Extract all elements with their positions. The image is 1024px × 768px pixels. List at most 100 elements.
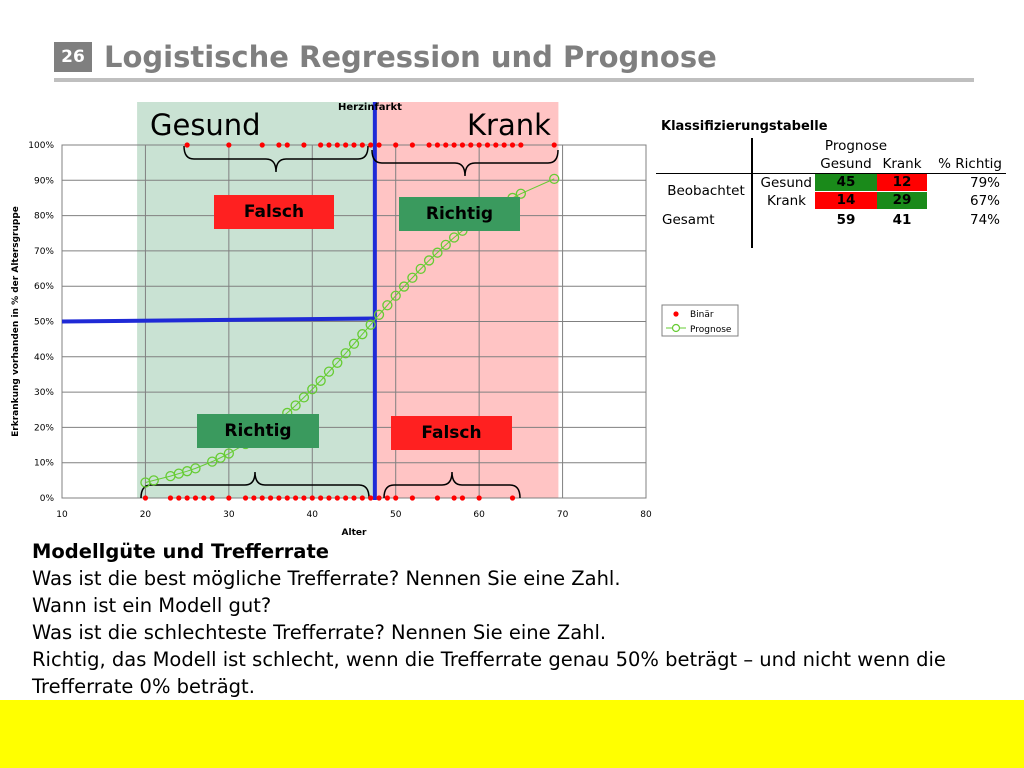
x-tick-label: 80 bbox=[640, 510, 652, 520]
footer-bar bbox=[0, 700, 1024, 768]
binary-point bbox=[451, 495, 457, 501]
cell-gesund-krank: 12 bbox=[877, 174, 927, 191]
cell-gesamt-krank: 41 bbox=[892, 212, 912, 228]
prognose-point bbox=[432, 247, 443, 258]
prognose-point bbox=[348, 338, 360, 349]
prognose-point bbox=[398, 281, 410, 292]
y-tick-label: 50% bbox=[34, 318, 54, 328]
prognose-point bbox=[298, 392, 310, 403]
title-divider bbox=[54, 78, 974, 82]
prognose-point bbox=[323, 366, 335, 377]
legend-binary-label: Binär bbox=[690, 310, 714, 320]
binary-point bbox=[434, 142, 441, 148]
binary-point bbox=[351, 495, 357, 501]
x-tick-label: 50 bbox=[390, 510, 402, 520]
binary-point bbox=[192, 495, 199, 501]
header-prognose: Prognose bbox=[824, 138, 888, 154]
logistic-chart: 0% 10% 20% 30% 40% 50% 60% 70% 80% 90% 100% 10 20 30 4… bbox=[11, 102, 739, 538]
prognose-point bbox=[415, 263, 426, 275]
binary-point bbox=[509, 495, 516, 501]
x-tick-label: 70 bbox=[557, 510, 569, 520]
binary-point bbox=[501, 142, 507, 148]
prognose-point bbox=[190, 463, 201, 474]
binary-point bbox=[293, 495, 299, 501]
y-tick-label: 100% bbox=[28, 141, 54, 151]
prognose-point bbox=[315, 375, 326, 386]
binary-point bbox=[276, 142, 282, 148]
binary-point bbox=[443, 142, 449, 148]
threshold-horizontal-line bbox=[61, 316, 375, 324]
binary-point bbox=[434, 495, 441, 501]
prognose-point bbox=[390, 290, 401, 301]
binary-point bbox=[259, 495, 265, 501]
binary-point bbox=[468, 142, 474, 148]
y-axis-label: Erkrankung vorhanden in % der Altersgrup… bbox=[11, 206, 21, 437]
x-tick-label: 30 bbox=[223, 510, 235, 520]
question-line-3: Was ist die schlechteste Trefferrate? Ne… bbox=[32, 621, 607, 644]
x-tick-label: 60 bbox=[473, 510, 485, 520]
header-gesund: Gesund bbox=[820, 156, 872, 172]
classification-title: Klassifizierungstabelle bbox=[661, 119, 828, 134]
y-tick-label: 60% bbox=[34, 282, 54, 292]
binary-point bbox=[459, 142, 466, 148]
x-tick-label: 10 bbox=[56, 510, 68, 520]
badge-richtig-top: Richtig bbox=[399, 197, 520, 231]
binary-point bbox=[284, 142, 290, 148]
cell-krank-krank: 29 bbox=[877, 192, 927, 209]
prognose-point bbox=[307, 384, 318, 395]
prognose-point bbox=[340, 348, 351, 359]
cell-krank-richtig: 67% bbox=[969, 193, 1000, 209]
cell-gesamt-gesund: 59 bbox=[836, 212, 856, 228]
binary-point bbox=[384, 495, 390, 501]
row-label-krank: Krank bbox=[766, 193, 806, 209]
binary-point bbox=[142, 495, 149, 501]
binary-point bbox=[409, 142, 415, 148]
classification-table: Beobachtet Gesamt Prognose Gesund Krank … bbox=[656, 138, 1006, 248]
badge-falsch-bottom: Falsch bbox=[391, 416, 512, 450]
table-divider-vertical bbox=[751, 138, 753, 248]
binary-point bbox=[343, 495, 349, 501]
row-label-gesund: Gesund bbox=[760, 175, 812, 191]
y-tick-label: 30% bbox=[34, 388, 54, 398]
badge-richtig-bottom: Richtig bbox=[197, 414, 319, 448]
binary-point bbox=[493, 142, 499, 148]
binary-point bbox=[376, 142, 382, 148]
question-text: Modellgüte und Trefferrate Was ist die b… bbox=[32, 538, 1012, 700]
legend-binary-marker bbox=[673, 311, 679, 317]
cell-gesund-richtig: 79% bbox=[969, 175, 1000, 191]
binary-point bbox=[334, 495, 340, 501]
slide-title: Logistische Regression und Prognose bbox=[104, 40, 717, 74]
binary-point bbox=[359, 495, 365, 501]
prognose-point bbox=[223, 448, 235, 459]
binary-point bbox=[368, 142, 374, 148]
binary-point bbox=[334, 142, 340, 148]
binary-point bbox=[309, 495, 315, 501]
binary-point bbox=[301, 495, 307, 501]
x-axis-label: Alter bbox=[342, 528, 367, 538]
slide-number: 26 bbox=[54, 42, 92, 72]
prognose-point bbox=[332, 357, 343, 368]
binary-point bbox=[176, 495, 182, 501]
binary-point bbox=[318, 142, 324, 148]
binary-point bbox=[359, 142, 365, 148]
binary-point bbox=[167, 495, 174, 501]
binary-point bbox=[509, 142, 516, 148]
prognose-point bbox=[423, 255, 435, 266]
brace-richtig-bottom bbox=[140, 471, 370, 499]
binary-point bbox=[184, 495, 190, 501]
prognose-point bbox=[382, 300, 393, 311]
binary-point bbox=[201, 495, 207, 501]
x-tick-label: 20 bbox=[140, 510, 152, 520]
binary-point bbox=[251, 495, 257, 501]
binary-point bbox=[484, 142, 491, 148]
y-tick-label: 40% bbox=[34, 353, 54, 363]
prognose-point bbox=[215, 452, 226, 463]
prognose-point bbox=[440, 239, 451, 251]
brace-falsch-bottom bbox=[383, 471, 521, 499]
x-tick-label: 40 bbox=[307, 510, 319, 520]
zone-label-krank: Krank bbox=[467, 108, 551, 142]
binary-point bbox=[326, 495, 332, 501]
header-krank: Krank bbox=[882, 156, 922, 172]
cell-krank-gesund: 14 bbox=[815, 192, 877, 209]
table-divider-horizontal bbox=[656, 173, 1006, 174]
